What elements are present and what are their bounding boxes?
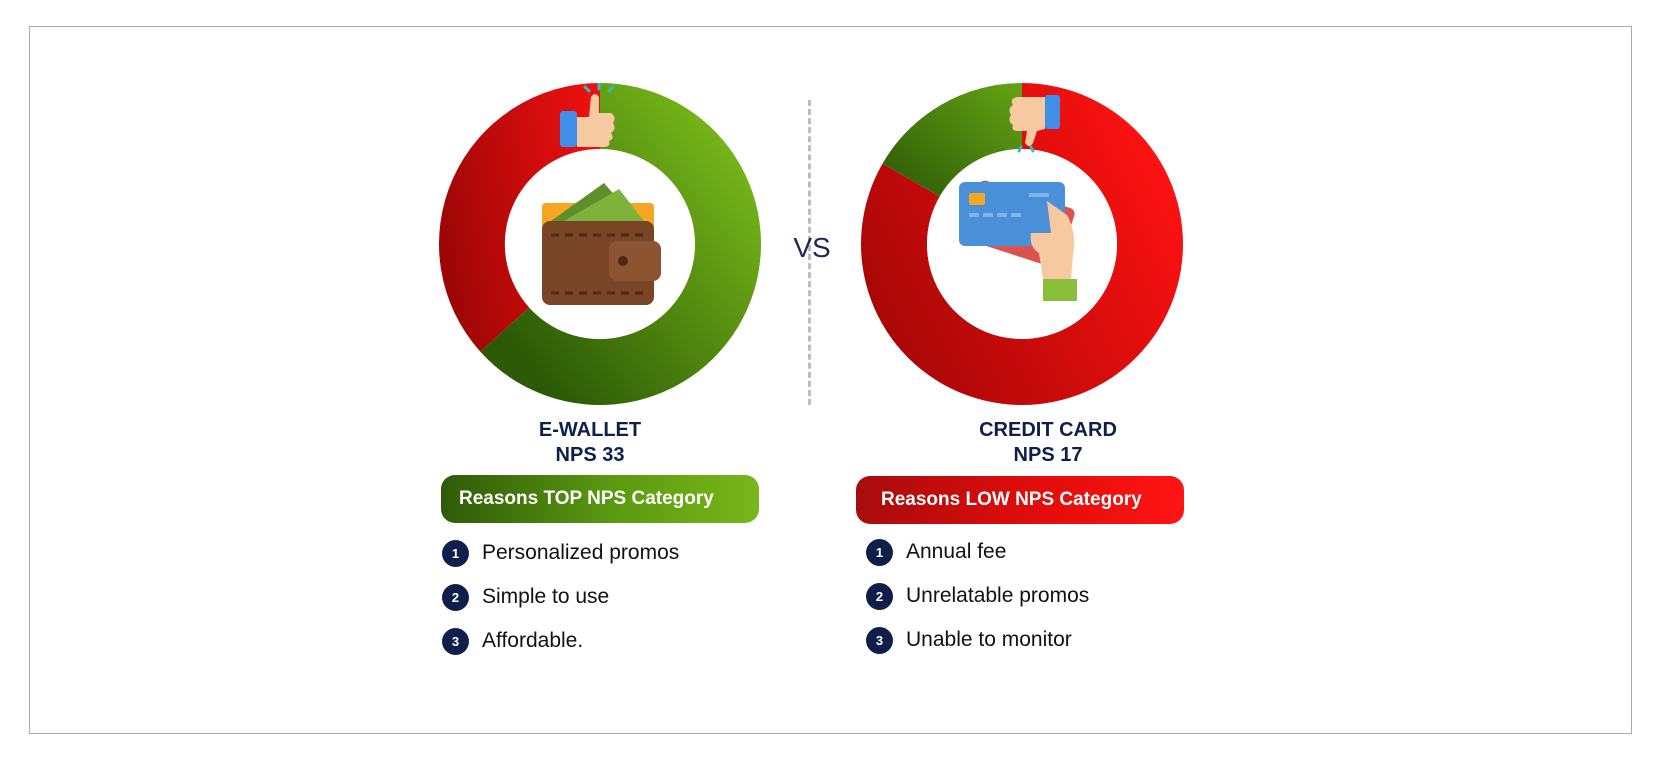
- reason-text: Unrelatable promos: [906, 584, 1090, 607]
- vs-label: VS: [793, 232, 831, 263]
- number-badge: 1: [442, 540, 469, 567]
- credit-card-promoter-segment: [882, 83, 1022, 197]
- number-badge: 2: [442, 584, 469, 611]
- number-badge: 3: [866, 627, 893, 654]
- number-badge: 3: [442, 628, 469, 655]
- reason-text: Unable to monitor: [906, 628, 1072, 651]
- reason-text: Affordable.: [482, 629, 584, 652]
- credit-card-nps: NPS 17: [1013, 444, 1083, 466]
- credit-card-donut: [861, 83, 1183, 405]
- number-badge: 2: [866, 583, 893, 610]
- top-nps-category-pill: Reasons TOP NPS Category: [441, 475, 759, 523]
- credit-card-hand-icon: [959, 180, 1077, 301]
- reason-text: Personalized promos: [482, 541, 680, 564]
- number-badge: 1: [866, 539, 893, 566]
- ewallet-title: E-WALLET NPS 33: [480, 418, 700, 468]
- credit-card-detractor-segment: [861, 83, 1183, 405]
- ewallet-nps: NPS 33: [555, 444, 625, 466]
- reason-text: Annual fee: [906, 540, 1007, 563]
- thumbs-up-icon: [560, 83, 615, 147]
- credit-card-title: CREDIT CARD NPS 17: [938, 418, 1158, 468]
- ewallet-donut: [439, 83, 761, 405]
- diagram-frame: [29, 26, 1632, 734]
- ewallet-detractor-segment: [439, 83, 600, 352]
- wallet-icon: [542, 183, 661, 305]
- ewallet-promoter-segment: [480, 83, 761, 405]
- vs-divider: [808, 100, 811, 405]
- thumbs-down-icon: [1009, 95, 1060, 153]
- ewallet-name: E-WALLET: [538, 419, 642, 441]
- credit-card-name: CREDIT CARD: [979, 419, 1117, 441]
- reason-text: Simple to use: [482, 585, 610, 608]
- low-nps-category-pill: Reasons LOW NPS Category: [856, 476, 1184, 524]
